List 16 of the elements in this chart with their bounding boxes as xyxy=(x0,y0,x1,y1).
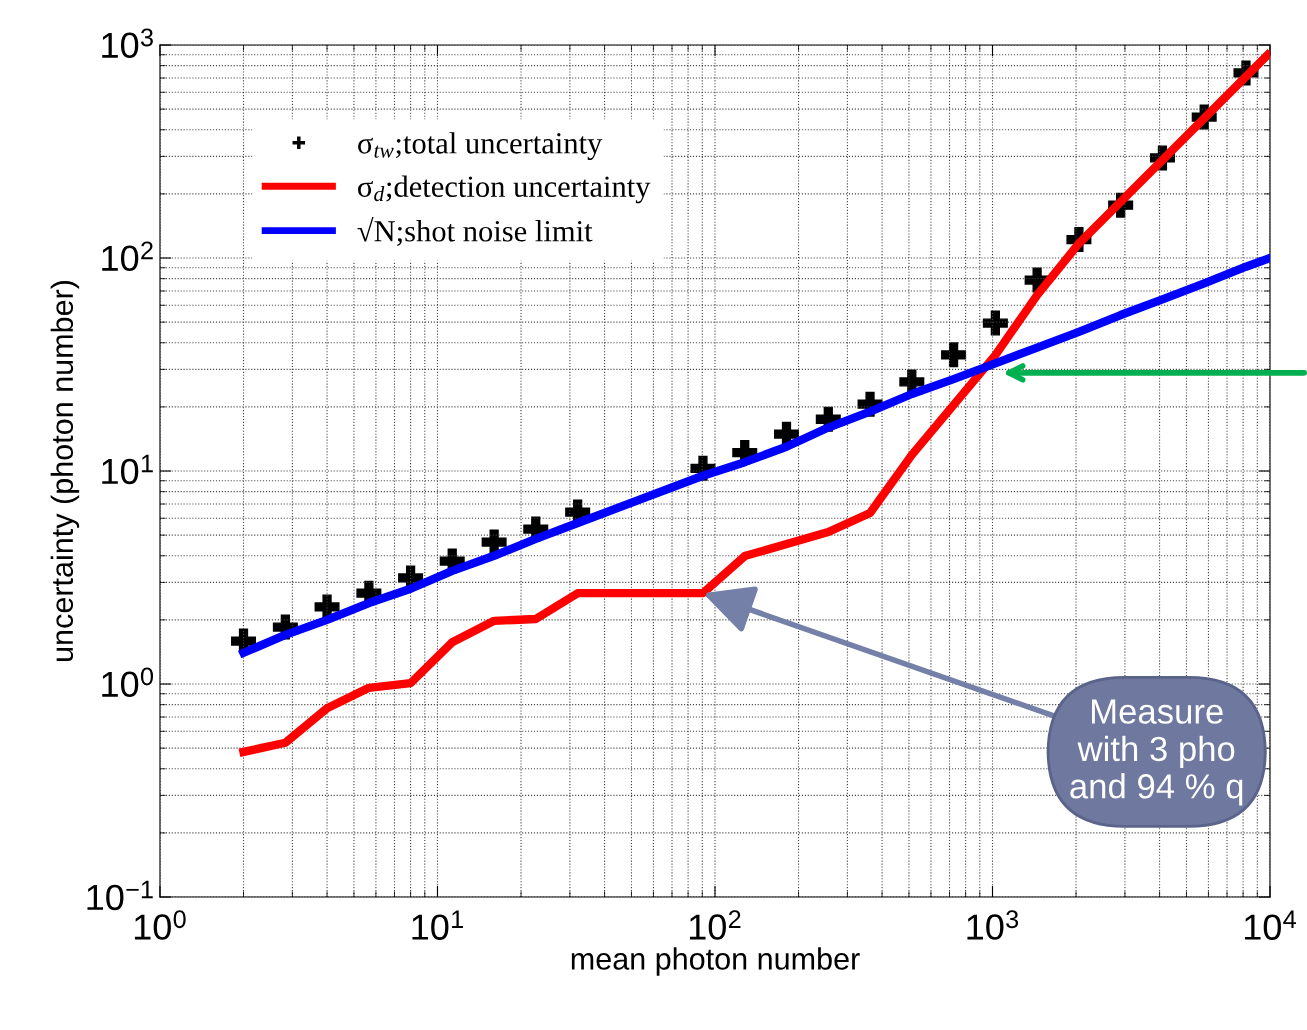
y-tick-label: 10$^{2}$ xyxy=(102,241,153,272)
x-tick-label: 10$^{2}$ xyxy=(689,910,741,940)
x-tick-label: 10$^{1}$ xyxy=(412,910,463,940)
x-axis-title: mean photon number xyxy=(571,947,860,976)
legend-label: √N;shot noise limit xyxy=(357,217,593,246)
y-tick-label: 10$^{−1}$ xyxy=(87,880,153,911)
y-tick-label: 10$^{3}$ xyxy=(102,28,153,59)
x-tick-label: 10$^{0}$ xyxy=(134,910,186,940)
x-tick-label: 10$^{4}$ xyxy=(1244,910,1296,940)
annotation: Measure with 3 pho and 94 % q xyxy=(1070,699,1243,806)
legend-label: σ$_{d}$;detection uncertainty xyxy=(358,175,651,204)
y-tick-label: 10$^{1}$ xyxy=(102,454,153,485)
y-tick-label: 10$^{0}$ xyxy=(102,667,154,698)
x-tick-label: 10$^{3}$ xyxy=(967,910,1019,940)
legend-label: σ$_{tw}$;total uncertainty xyxy=(358,132,603,160)
y-axis-title: uncertainty (photon number) xyxy=(50,280,80,661)
